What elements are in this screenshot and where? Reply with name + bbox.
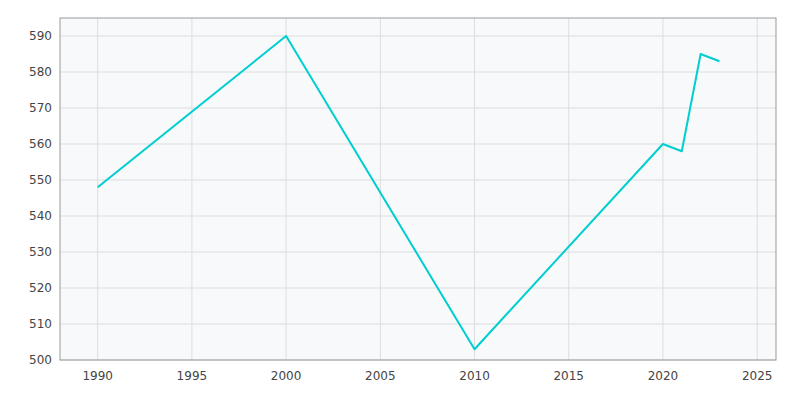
y-grid-line [60, 36, 776, 37]
plot-frame [60, 18, 776, 360]
x-grid-line [568, 18, 569, 360]
y-tick-label: 530 [29, 245, 52, 259]
x-tick-label: 2025 [742, 369, 773, 383]
y-tick-label: 570 [29, 101, 52, 115]
y-grid-line [60, 216, 776, 217]
x-tick-label: 1990 [82, 369, 113, 383]
x-grid-line [662, 18, 663, 360]
y-tick-label: 500 [29, 353, 52, 367]
x-grid-line [474, 18, 475, 360]
x-tick-label: 1995 [177, 369, 208, 383]
y-tick-label: 590 [29, 29, 52, 43]
y-grid-line [60, 288, 776, 289]
x-tick-label: 2020 [648, 369, 679, 383]
y-tick-label: 560 [29, 137, 52, 151]
plot-area [60, 18, 776, 360]
grid [60, 18, 776, 360]
data-group [98, 36, 720, 349]
x-grid-line [97, 18, 98, 360]
y-grid-line [60, 108, 776, 109]
x-tick-label: 2010 [459, 369, 490, 383]
y-grid-line [60, 72, 776, 73]
x-grid-line [286, 18, 287, 360]
x-grid-line [757, 18, 758, 360]
y-tick-label: 520 [29, 281, 52, 295]
y-grid-line [60, 252, 776, 253]
y-tick-label: 550 [29, 173, 52, 187]
y-grid-line [60, 180, 776, 181]
chart-container: 500 510 520 530 540 550 560 570 580 590 1990 1995 20… [0, 0, 800, 400]
x-grid-line [191, 18, 192, 360]
y-grid-line [60, 324, 776, 325]
chart-svg: 500 510 520 530 540 550 560 570 580 590 1990 1995 20… [0, 0, 800, 400]
data-line [98, 36, 720, 349]
y-grid-line [60, 144, 776, 145]
x-grid-line [380, 18, 381, 360]
y-tick-label: 510 [29, 317, 52, 331]
y-tick-label: 540 [29, 209, 52, 223]
x-tick-label: 2000 [271, 369, 302, 383]
x-tick-label: 2015 [553, 369, 584, 383]
y-tick-label: 580 [29, 65, 52, 79]
x-tick-label: 2005 [365, 369, 396, 383]
